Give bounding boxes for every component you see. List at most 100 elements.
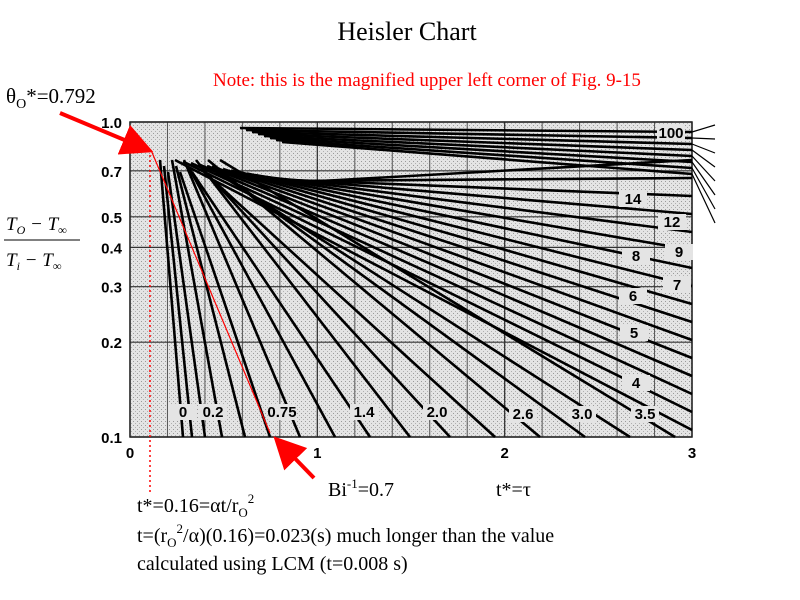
- curve: [214, 166, 693, 342]
- label-bg: [568, 406, 596, 422]
- label-bg: [620, 325, 648, 341]
- label-bg: [619, 191, 647, 207]
- label-bg: [169, 404, 197, 420]
- curve-label: 7: [673, 277, 681, 294]
- curve-label: 0.2: [203, 404, 224, 421]
- curve: [230, 169, 693, 306]
- label-bg: [658, 214, 686, 230]
- curve: [186, 165, 337, 438]
- x-tick-label: 3: [688, 445, 696, 462]
- curve-label: 5: [630, 325, 638, 342]
- label-bg: [631, 406, 659, 422]
- curve-tail: [691, 137, 716, 140]
- curve: [262, 175, 693, 234]
- curve-label: 2.6: [513, 406, 534, 423]
- curve: [190, 171, 372, 438]
- curve: [190, 161, 693, 396]
- label-bg: [657, 125, 685, 141]
- curve: [222, 167, 693, 324]
- curve: [275, 138, 693, 170]
- text-line: t*=0.16=αt/rO2: [137, 491, 254, 520]
- label-bg: [622, 248, 650, 264]
- curve: [166, 171, 207, 438]
- x-tick-label: 1: [313, 445, 321, 462]
- label-bg: [350, 404, 378, 420]
- arrow: [59, 111, 154, 155]
- curve-tail: [691, 167, 716, 210]
- y-tick-label: 0.1: [101, 430, 122, 447]
- curve-label: 2.0: [427, 404, 448, 421]
- curve-label: 6: [629, 288, 637, 305]
- curve: [263, 134, 693, 158]
- curve-label: 100: [658, 125, 683, 142]
- red-line: [150, 149, 271, 434]
- curve-label: 12: [664, 214, 681, 231]
- curve: [178, 171, 272, 438]
- curve-label: 0.75: [267, 404, 296, 421]
- label-bg: [268, 404, 296, 420]
- curve: [206, 164, 693, 360]
- curve: [239, 126, 693, 134]
- curve: [174, 165, 247, 438]
- curve-label: 9: [675, 244, 683, 261]
- curve: [269, 136, 693, 164]
- y-tick-label: 1.0: [101, 115, 122, 132]
- curve: [286, 176, 693, 183]
- curve: [257, 132, 693, 152]
- theta-annotation: θO*=0.792: [6, 84, 96, 112]
- label-bg: [199, 404, 227, 420]
- y-label-numerator: TO − T∞: [6, 214, 67, 237]
- label-bg: [423, 404, 451, 420]
- curve: [198, 163, 693, 378]
- curve: [246, 172, 693, 270]
- curve-tail: [691, 173, 716, 224]
- curve-label: 4: [632, 375, 641, 392]
- curve-tail: [691, 149, 716, 168]
- y-tick-label: 0.7: [101, 164, 122, 181]
- curve: [270, 176, 693, 216]
- curve-tail: [691, 155, 716, 182]
- curve: [281, 140, 693, 176]
- curve: [182, 160, 693, 414]
- plot-frame: [129, 121, 693, 438]
- label-bg: [622, 375, 650, 391]
- curve: [158, 159, 185, 438]
- label-bg: [665, 244, 693, 260]
- text-line: t=(rO2/α)(0.16)=0.023(s) much longer tha…: [137, 521, 554, 550]
- curve: [203, 171, 496, 438]
- curve: [199, 165, 451, 438]
- y-tick-label: 0.3: [101, 280, 122, 297]
- y-tick-label: 0.2: [101, 335, 122, 352]
- curve-label: 3.0: [572, 406, 593, 423]
- curve-label: 14: [625, 191, 642, 208]
- curve-tail: [691, 143, 716, 154]
- curve-label: 0: [179, 404, 187, 421]
- curve: [182, 159, 302, 438]
- note: Note: this is the magnified upper left c…: [213, 70, 641, 91]
- curve-label: 3.5: [635, 406, 656, 423]
- curve: [245, 128, 693, 140]
- curve-tail: [691, 124, 716, 133]
- curve-tail: [691, 161, 716, 196]
- curve: [254, 173, 693, 252]
- biot-annotation: Bi-1=0.7: [328, 476, 394, 501]
- curve: [194, 159, 412, 438]
- label-bg: [663, 277, 691, 293]
- y-tick-label: 0.4: [101, 240, 123, 257]
- curve-label: 8: [632, 248, 640, 265]
- label-bg: [509, 406, 537, 422]
- text-line: calculated using LCM (t=0.008 s): [137, 553, 408, 575]
- curve: [170, 159, 224, 438]
- curve: [174, 158, 693, 432]
- x-axis-label: t*=τ: [496, 479, 531, 501]
- x-tick-label: 2: [500, 445, 508, 462]
- x-tick-label: 0: [126, 445, 134, 462]
- y-label-denominator: Ti − T∞: [6, 250, 62, 273]
- arrow: [273, 436, 316, 480]
- curve-label: 1.4: [354, 404, 376, 421]
- curve: [162, 165, 194, 438]
- curve: [238, 170, 693, 288]
- label-bg: [619, 288, 647, 304]
- y-tick-label: 0.5: [101, 210, 122, 227]
